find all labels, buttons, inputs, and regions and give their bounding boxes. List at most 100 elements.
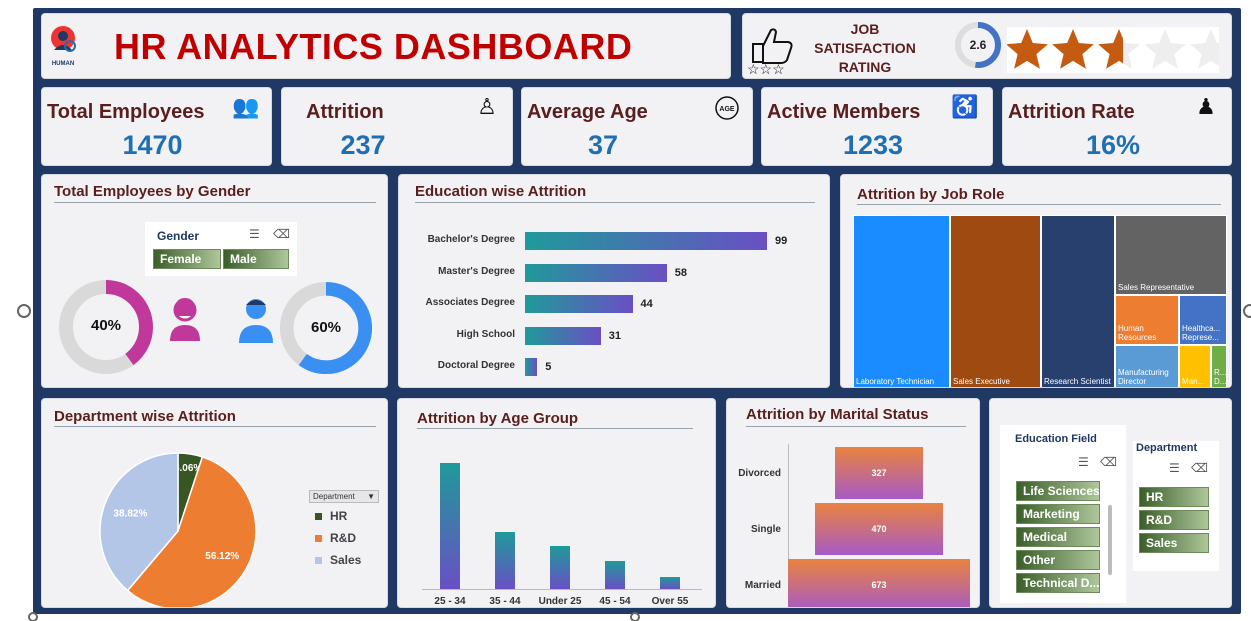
treemap-label: Human Resources	[1118, 324, 1157, 342]
pie-label: 38.82%	[113, 509, 147, 520]
svg-text:AGE: AGE	[719, 106, 735, 113]
treemap-label: Healthca... Represe...	[1182, 324, 1221, 342]
kpi-value: 16%	[1085, 130, 1141, 160]
treemap-cell[interactable]: Sales Representative	[1115, 215, 1227, 295]
multi-select-icon[interactable]: ☰	[1169, 461, 1180, 475]
gender-slicer-title: Gender	[157, 229, 200, 243]
marital-axis	[788, 444, 789, 606]
slicer-option[interactable]: Medical	[1016, 527, 1100, 547]
slicer-option[interactable]: Life Sciences	[1016, 481, 1100, 501]
legend-item[interactable]: R&D	[315, 531, 356, 545]
chevron-down-icon: ▼	[367, 492, 375, 501]
svg-text:☆☆☆: ☆☆☆	[747, 61, 785, 74]
job-satisfaction-label: JOB SATISFACTION RATING	[795, 20, 935, 77]
pie-label: 56.12%	[205, 551, 239, 562]
slicer-option[interactable]: Sales	[1139, 533, 1209, 553]
pie-label: 5.06%	[174, 463, 202, 474]
kpi-title: Attrition Rate	[1008, 101, 1135, 123]
legend-title: Department	[313, 492, 355, 501]
kpi-title: Total Employees	[47, 101, 205, 123]
education-title: Education wise Attrition	[415, 183, 587, 200]
bar-label: Bachelor's Degree	[427, 234, 515, 245]
age-icon: AGE	[710, 94, 744, 126]
star-icon	[1144, 29, 1186, 69]
slicer-option[interactable]: Marketing	[1016, 504, 1100, 524]
clear-filter-icon[interactable]: ⌫	[273, 227, 290, 241]
scrollbar[interactable]	[1108, 505, 1112, 575]
treemap-label: Sales Executive	[953, 377, 1010, 386]
star-icon	[1052, 29, 1094, 69]
age-bar	[440, 463, 460, 589]
clear-filter-icon[interactable]: ⌫	[1191, 461, 1208, 475]
kpi-title: Active Members	[767, 101, 921, 123]
pie-slice[interactable]	[126, 455, 257, 608]
education-card: Education wise Attrition Bachelor's Degr…	[398, 174, 830, 388]
kpi-title: Attrition	[306, 101, 384, 123]
age-group-title: Attrition by Age Group	[417, 410, 579, 427]
marital-bar: 673	[788, 559, 970, 607]
treemap-cell[interactable]: Sales Executive	[950, 215, 1041, 387]
slicer-option-male[interactable]: Male	[223, 249, 289, 269]
resize-handle-bottom[interactable]	[630, 612, 640, 621]
y-label: Divorced	[738, 468, 781, 479]
y-label: Single	[750, 524, 781, 535]
human-logo-icon	[51, 26, 76, 52]
treemap-label: Research Scientist	[1044, 377, 1111, 386]
label-line-3: RATING	[838, 59, 892, 75]
age-bar	[660, 576, 680, 589]
x-label: 45 - 54	[599, 596, 631, 607]
star-icon	[1006, 29, 1048, 69]
resize-handle-left[interactable]	[17, 304, 31, 318]
bar-label: Doctoral Degree	[437, 360, 515, 371]
treemap-cell[interactable]: Man...	[1179, 345, 1211, 387]
department-title-rule	[54, 426, 376, 427]
satisfaction-score: 2.6	[969, 38, 987, 52]
marital-title-rule	[746, 426, 966, 427]
treemap-cell[interactable]: Human Resources	[1115, 295, 1179, 345]
pie-slice[interactable]	[99, 452, 179, 592]
kpi-value: 1470	[122, 130, 183, 160]
education-bar	[525, 358, 538, 376]
resize-handle-bottom-left[interactable]	[28, 612, 38, 621]
job-role-title-rule	[857, 204, 1221, 205]
treemap-cell[interactable]: Laboratory Technician	[853, 215, 950, 387]
department-slicer: Department ☰ ⌫ HR R&D Sales	[1133, 441, 1219, 571]
star-rating	[1006, 27, 1231, 73]
gender-title: Total Employees by Gender	[54, 183, 251, 200]
bar-value: 58	[674, 266, 688, 279]
slicer-option[interactable]: Technical D...	[1016, 573, 1100, 593]
treemap-cell[interactable]: Manufacturing Director	[1115, 345, 1179, 387]
education-bar	[525, 295, 633, 313]
slicer-option[interactable]: HR	[1139, 487, 1209, 507]
slicers-card: Education Field ☰ ⌫ Life Sciences Marketi…	[989, 398, 1232, 608]
treemap-cell[interactable]: R... D...	[1211, 345, 1227, 387]
treemap-label: Man...	[1182, 377, 1205, 386]
dashboard-title: HR ANALYTICS DASHBOARD	[114, 26, 633, 67]
legend-item[interactable]: Sales	[315, 553, 361, 567]
department-legend-dropdown[interactable]: Department ▼	[309, 490, 379, 503]
kpi-card: Total Employees 1470 👥	[41, 87, 272, 166]
multi-select-icon[interactable]: ☰	[1078, 455, 1089, 469]
resize-handle-right[interactable]	[1243, 304, 1251, 318]
legend-item[interactable]: HR	[315, 509, 347, 523]
legend-label: HR	[330, 509, 348, 523]
age-group-card: Attrition by Age Group 25 - 34 35 - 44 Und…	[397, 398, 716, 608]
treemap-cell[interactable]: Research Scientist	[1041, 215, 1115, 387]
slicer-option-female[interactable]: Female	[153, 249, 221, 269]
slicer-option[interactable]: Other	[1016, 550, 1100, 570]
department-pie: 5.06% 56.12% 38.82%	[99, 452, 257, 608]
slicer-option[interactable]: R&D	[1139, 510, 1209, 530]
clear-filter-icon[interactable]: ⌫	[1100, 455, 1117, 469]
treemap-label: Laboratory Technician	[856, 377, 935, 386]
label-line-2: SATISFACTION	[814, 40, 916, 56]
kpi-card: Average Age 37 AGE	[521, 87, 753, 166]
y-label: Married	[744, 580, 781, 591]
treemap-cell[interactable]: Healthca... Represe...	[1179, 295, 1227, 345]
multi-select-icon[interactable]: ☰	[249, 227, 260, 241]
department-title: Department wise Attrition	[54, 408, 236, 425]
marital-bar: 327	[834, 447, 924, 499]
education-title-rule	[415, 202, 815, 203]
bar-label: Associates Degree	[425, 297, 516, 308]
bar-label: Master's Degree	[438, 265, 515, 277]
kpi-title: Average Age	[527, 101, 648, 123]
